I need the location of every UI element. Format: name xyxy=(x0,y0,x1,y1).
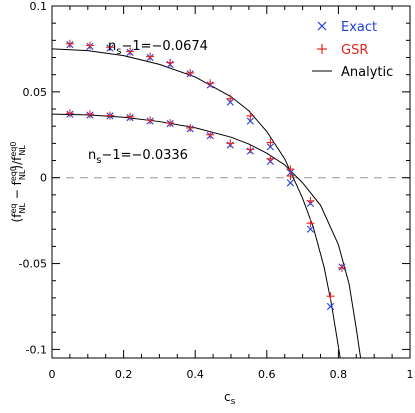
legend-exact-label: Exact xyxy=(341,20,377,35)
analytic-curve-1 xyxy=(52,48,341,358)
annotation-ns-0336: ns−1=−0.0336 xyxy=(88,148,188,166)
data-points xyxy=(65,39,346,311)
legend-exact-marker xyxy=(317,21,327,31)
gsr-point xyxy=(306,219,315,228)
gsr-point xyxy=(65,109,74,118)
y-tick-label: 0.1 xyxy=(30,0,48,13)
gsr-point xyxy=(206,130,215,139)
gsr-point xyxy=(246,145,255,154)
gsr-point xyxy=(126,112,135,121)
gsr-point xyxy=(65,39,74,48)
gsr-point xyxy=(85,110,94,119)
y-axis-title: (feqNL − feq0NL)/feq0NL xyxy=(9,142,27,223)
x-tick-label: 0.4 xyxy=(186,368,204,381)
legend-analytic-label: Analytic xyxy=(341,65,393,80)
gsr-point xyxy=(126,47,135,56)
gsr-point xyxy=(146,52,155,61)
svg-text:(feqNL − feq0NL)/feq0NL: (feqNL − feq0NL)/feq0NL xyxy=(9,142,27,223)
analytic-curves xyxy=(52,48,362,358)
gsr-point xyxy=(246,111,255,120)
exact-point xyxy=(266,143,274,151)
y-tick-label: 0 xyxy=(40,172,47,185)
gsr-point xyxy=(105,111,114,120)
exact-point xyxy=(306,225,315,233)
x-tick-labels: 0 0.2 0.4 0.6 0.8 1 xyxy=(49,368,414,381)
gsr-point xyxy=(286,165,295,174)
x-tick-label: 0.6 xyxy=(258,368,276,381)
gsr-point xyxy=(186,68,195,77)
exact-point xyxy=(326,302,335,311)
gsr-point xyxy=(186,123,195,132)
exact-point xyxy=(246,117,254,125)
plot-frame xyxy=(51,5,411,359)
gsr-point xyxy=(306,196,315,205)
y-tick-label: -0.05 xyxy=(19,258,47,271)
gsr-point xyxy=(166,119,175,128)
legend-gsr-marker xyxy=(317,44,327,54)
gsr-point xyxy=(266,138,275,147)
gsr-point xyxy=(166,58,175,67)
annotation-ns-0674: ns−1=−0.0674 xyxy=(108,39,208,57)
x-tick-label: 0 xyxy=(49,368,56,381)
legend: Exact GSR Analytic xyxy=(312,20,393,80)
gsr-point xyxy=(146,116,155,125)
gsr-point xyxy=(105,43,114,52)
x-tick-label: 0.2 xyxy=(115,368,133,381)
y-tick-labels: 0.1 0.05 0 -0.05 -0.1 xyxy=(19,0,47,356)
gsr-point xyxy=(226,139,235,148)
gsr-point xyxy=(337,263,346,272)
gsr-point xyxy=(266,154,275,163)
x-tick-label: 1 xyxy=(407,368,414,381)
axis-ticks xyxy=(51,5,411,358)
gsr-point xyxy=(286,171,295,180)
gsr-point xyxy=(326,292,335,301)
exact-point xyxy=(286,179,295,187)
x-tick-label: 0.8 xyxy=(330,368,348,381)
x-axis-title: cs xyxy=(224,390,236,407)
gsr-point xyxy=(206,79,215,88)
y-tick-label: -0.1 xyxy=(26,343,47,356)
y-tick-label: 0.05 xyxy=(23,86,48,99)
gsr-point xyxy=(85,41,94,50)
gsr-point xyxy=(226,94,235,103)
analytic-curve-2 xyxy=(52,113,362,358)
legend-gsr-label: GSR xyxy=(341,43,368,58)
